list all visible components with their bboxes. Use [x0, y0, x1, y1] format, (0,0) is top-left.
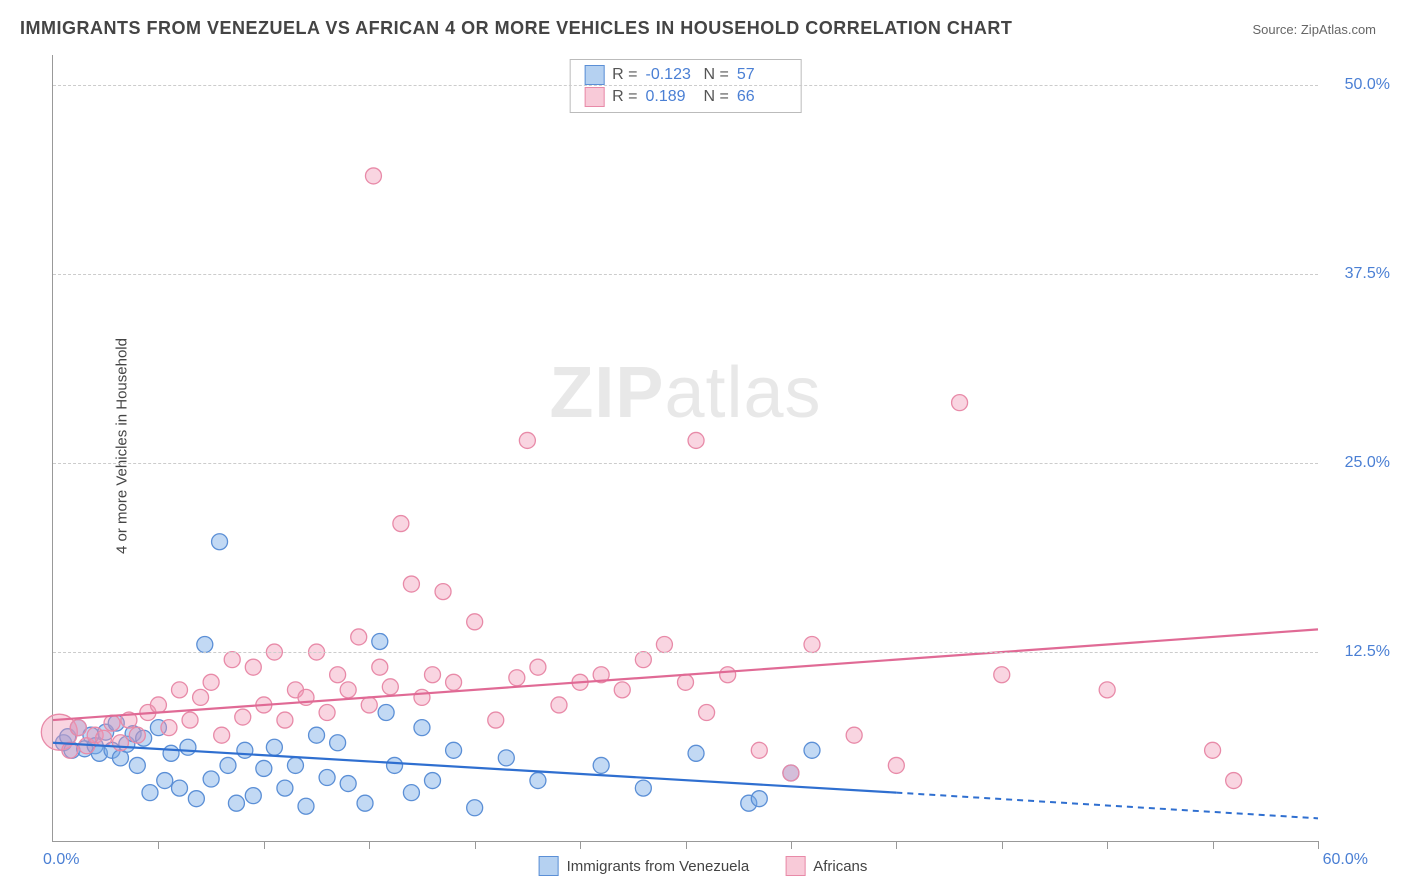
stats-row-series-1: R = -0.123 N = 57 [570, 64, 801, 86]
swatch-pink [584, 87, 604, 107]
r-value-2: 0.189 [646, 88, 696, 106]
r-label: R = [612, 66, 637, 84]
n-value-2: 66 [737, 88, 787, 106]
swatch-pink [785, 856, 805, 876]
source-label: Source: ZipAtlas.com [1252, 22, 1376, 37]
stats-row-series-2: R = 0.189 N = 66 [570, 86, 801, 108]
n-label: N = [704, 66, 729, 84]
swatch-blue [584, 65, 604, 85]
scatter-svg [53, 55, 1318, 841]
legend-label-2: Africans [813, 858, 867, 875]
r-value-1: -0.123 [646, 66, 696, 84]
y-tick-label: 25.0% [1345, 454, 1390, 472]
legend-label-1: Immigrants from Venezuela [567, 858, 750, 875]
n-value-1: 57 [737, 66, 787, 84]
x-origin-label: 0.0% [43, 851, 79, 869]
legend-item-1: Immigrants from Venezuela [539, 856, 750, 876]
n-label: N = [704, 88, 729, 106]
r-label: R = [612, 88, 637, 106]
chart-title: IMMIGRANTS FROM VENEZUELA VS AFRICAN 4 O… [20, 18, 1012, 39]
chart-plot-area: ZIPatlas R = -0.123 N = 57 R = 0.189 N =… [52, 55, 1318, 842]
swatch-blue [539, 856, 559, 876]
y-tick-label: 50.0% [1345, 76, 1390, 94]
bottom-legend: Immigrants from Venezuela Africans [539, 856, 868, 876]
y-tick-label: 12.5% [1345, 643, 1390, 661]
x-max-label: 60.0% [1323, 851, 1368, 869]
legend-item-2: Africans [785, 856, 867, 876]
y-tick-label: 37.5% [1345, 265, 1390, 283]
